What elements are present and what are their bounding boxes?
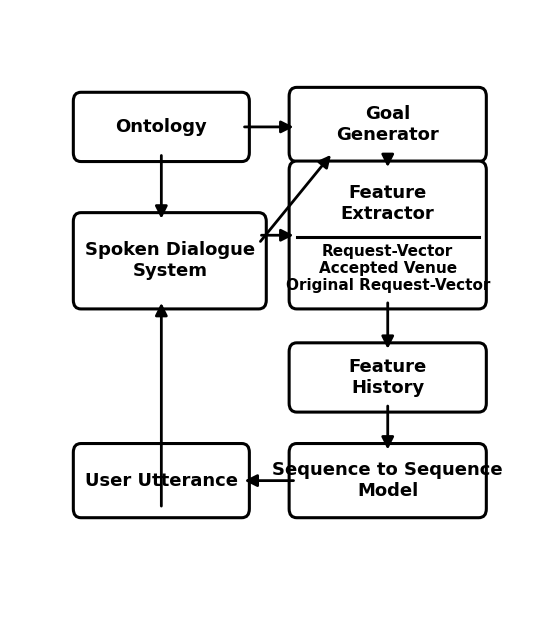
- Text: Feature
Extractor: Feature Extractor: [341, 184, 435, 223]
- FancyBboxPatch shape: [289, 87, 486, 161]
- FancyBboxPatch shape: [289, 443, 486, 517]
- Text: Sequence to Sequence
Model: Sequence to Sequence Model: [272, 461, 503, 500]
- FancyBboxPatch shape: [73, 212, 266, 309]
- Text: Feature
History: Feature History: [348, 358, 427, 397]
- Text: Goal
Generator: Goal Generator: [336, 105, 439, 144]
- Text: User Utterance: User Utterance: [85, 471, 238, 489]
- FancyBboxPatch shape: [73, 443, 250, 517]
- Text: Spoken Dialogue
System: Spoken Dialogue System: [85, 241, 255, 280]
- FancyBboxPatch shape: [73, 93, 250, 161]
- Text: Ontology: Ontology: [115, 118, 207, 136]
- FancyBboxPatch shape: [289, 343, 486, 412]
- Text: Request-Vector
Accepted Venue
Original Request-Vector: Request-Vector Accepted Venue Original R…: [286, 244, 490, 293]
- FancyBboxPatch shape: [289, 161, 486, 309]
